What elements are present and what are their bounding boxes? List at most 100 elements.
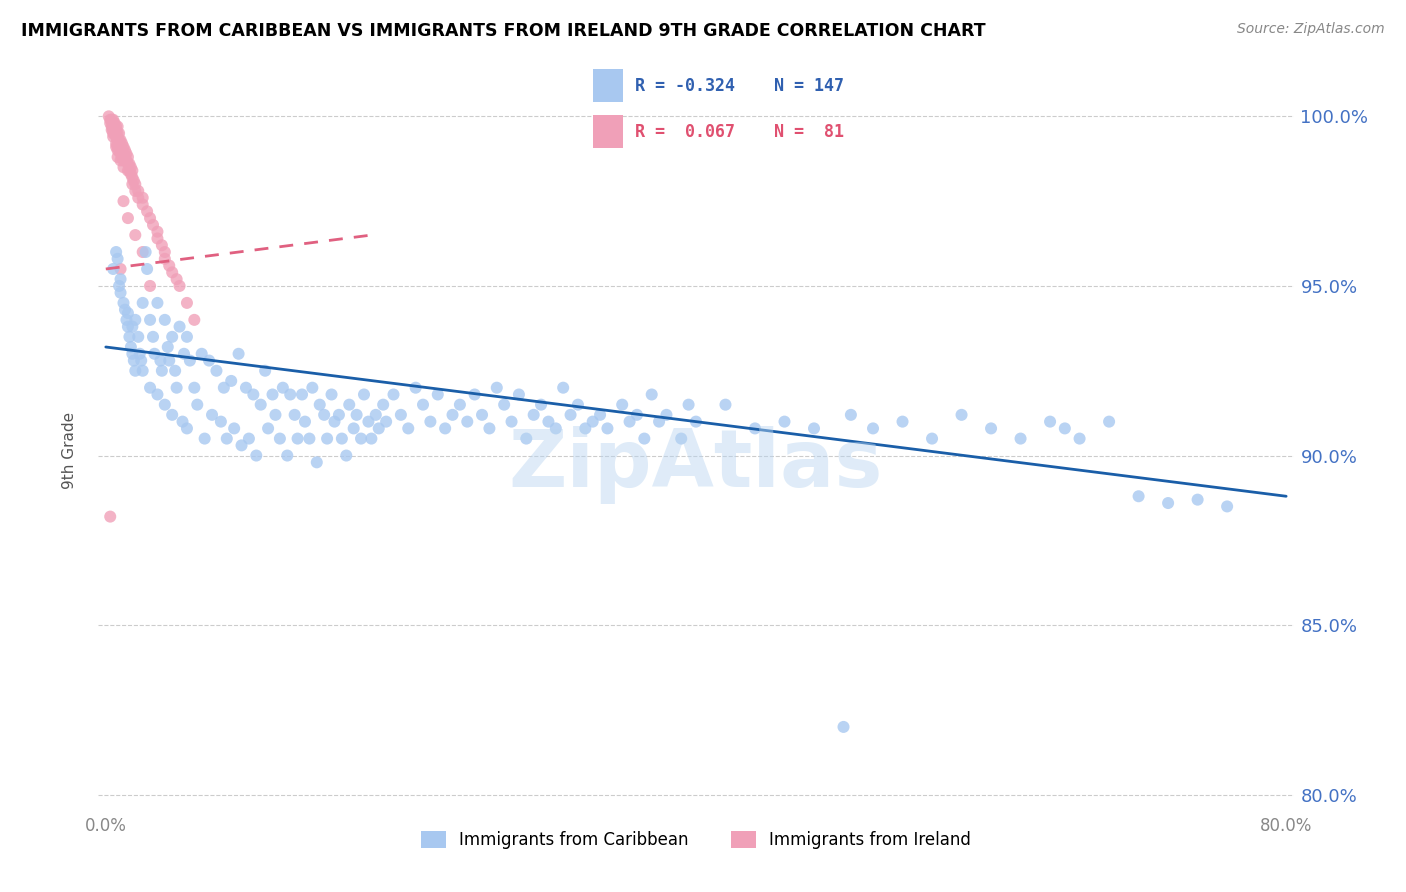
- Immigrants from Caribbean: [612, 398, 634, 412]
- Immigrants from Caribbean: [314, 408, 336, 422]
- Immigrants from Caribbean: [172, 415, 194, 429]
- Immigrants from Ireland: [139, 211, 162, 226]
- Immigrants from Caribbean: [464, 387, 486, 401]
- Immigrants from Caribbean: [456, 415, 478, 429]
- Immigrants from Ireland: [104, 116, 127, 130]
- Immigrants from Caribbean: [235, 381, 257, 395]
- Immigrants from Caribbean: [744, 421, 766, 435]
- Immigrants from Caribbean: [337, 398, 360, 412]
- Immigrants from Ireland: [101, 112, 124, 127]
- Immigrants from Caribbean: [190, 347, 212, 361]
- Immigrants from Caribbean: [346, 408, 368, 422]
- Immigrants from Ireland: [108, 143, 131, 157]
- Immigrants from Ireland: [98, 112, 121, 127]
- Immigrants from Ireland: [124, 228, 146, 243]
- Immigrants from Caribbean: [146, 387, 169, 401]
- Immigrants from Caribbean: [641, 387, 664, 401]
- Immigrants from Ireland: [98, 116, 121, 130]
- Immigrants from Ireland: [100, 123, 122, 137]
- Immigrants from Caribbean: [215, 432, 238, 446]
- Immigrants from Caribbean: [135, 245, 157, 260]
- Immigrants from Caribbean: [373, 398, 395, 412]
- Immigrants from Ireland: [139, 279, 162, 293]
- Text: R = -0.324: R = -0.324: [636, 77, 735, 95]
- Immigrants from Caribbean: [117, 306, 139, 320]
- Immigrants from Caribbean: [1216, 500, 1239, 514]
- Immigrants from Caribbean: [412, 398, 434, 412]
- Immigrants from Ireland: [100, 120, 122, 134]
- Bar: [592, 70, 623, 102]
- Immigrants from Caribbean: [685, 415, 707, 429]
- Immigrants from Ireland: [107, 150, 129, 164]
- Immigrants from Caribbean: [626, 408, 648, 422]
- Immigrants from Caribbean: [143, 347, 166, 361]
- Immigrants from Ireland: [121, 163, 143, 178]
- Immigrants from Ireland: [117, 150, 139, 164]
- Immigrants from Ireland: [118, 163, 141, 178]
- Immigrants from Caribbean: [129, 353, 152, 368]
- Immigrants from Caribbean: [1187, 492, 1209, 507]
- Immigrants from Ireland: [101, 126, 124, 140]
- Immigrants from Caribbean: [276, 449, 298, 463]
- Immigrants from Caribbean: [122, 353, 145, 368]
- Immigrants from Ireland: [112, 153, 135, 168]
- Immigrants from Ireland: [107, 126, 129, 140]
- Immigrants from Caribbean: [508, 387, 530, 401]
- Immigrants from Caribbean: [139, 381, 162, 395]
- Text: ZipAtlas: ZipAtlas: [509, 425, 883, 504]
- Immigrants from Caribbean: [219, 374, 242, 388]
- Immigrants from Caribbean: [228, 347, 250, 361]
- Immigrants from Caribbean: [803, 421, 825, 435]
- Immigrants from Caribbean: [1039, 415, 1062, 429]
- Immigrants from Ireland: [112, 146, 135, 161]
- Immigrants from Ireland: [105, 120, 128, 134]
- Immigrants from Caribbean: [343, 421, 366, 435]
- Immigrants from Caribbean: [335, 449, 357, 463]
- Immigrants from Ireland: [136, 204, 159, 219]
- Immigrants from Caribbean: [1128, 489, 1150, 503]
- Immigrants from Ireland: [124, 184, 146, 198]
- Immigrants from Ireland: [110, 140, 132, 154]
- Immigrants from Caribbean: [212, 381, 235, 395]
- Immigrants from Caribbean: [124, 313, 146, 327]
- Immigrants from Ireland: [117, 157, 139, 171]
- Immigrants from Caribbean: [183, 381, 205, 395]
- Immigrants from Ireland: [108, 126, 131, 140]
- Immigrants from Caribbean: [596, 421, 619, 435]
- Immigrants from Caribbean: [231, 438, 253, 452]
- Immigrants from Ireland: [153, 245, 176, 260]
- Immigrants from Caribbean: [242, 387, 264, 401]
- Immigrants from Caribbean: [298, 432, 321, 446]
- Immigrants from Caribbean: [862, 421, 884, 435]
- Immigrants from Caribbean: [396, 421, 419, 435]
- Immigrants from Ireland: [112, 140, 135, 154]
- Immigrants from Ireland: [169, 279, 191, 293]
- Immigrants from Ireland: [142, 218, 165, 232]
- Immigrants from Ireland: [160, 265, 183, 279]
- Immigrants from Caribbean: [1098, 415, 1121, 429]
- Immigrants from Caribbean: [330, 432, 353, 446]
- Immigrants from Caribbean: [382, 387, 405, 401]
- Immigrants from Ireland: [131, 191, 153, 205]
- Immigrants from Caribbean: [832, 720, 855, 734]
- Immigrants from Caribbean: [146, 296, 169, 310]
- Immigrants from Caribbean: [1069, 432, 1091, 446]
- Immigrants from Caribbean: [367, 421, 389, 435]
- Immigrants from Caribbean: [160, 330, 183, 344]
- Immigrants from Ireland: [105, 129, 128, 144]
- Immigrants from Ireland: [114, 150, 136, 164]
- Immigrants from Caribbean: [205, 364, 228, 378]
- Immigrants from Ireland: [127, 191, 149, 205]
- Immigrants from Caribbean: [257, 421, 280, 435]
- Immigrants from Caribbean: [254, 364, 277, 378]
- Immigrants from Caribbean: [271, 381, 294, 395]
- Immigrants from Ireland: [157, 259, 180, 273]
- Immigrants from Caribbean: [165, 364, 187, 378]
- Immigrants from Caribbean: [441, 408, 464, 422]
- Immigrants from Ireland: [124, 177, 146, 191]
- Immigrants from Caribbean: [589, 408, 612, 422]
- Immigrants from Ireland: [121, 170, 143, 185]
- Immigrants from Ireland: [166, 272, 188, 286]
- Immigrants from Caribbean: [142, 330, 165, 344]
- Immigrants from Caribbean: [115, 313, 138, 327]
